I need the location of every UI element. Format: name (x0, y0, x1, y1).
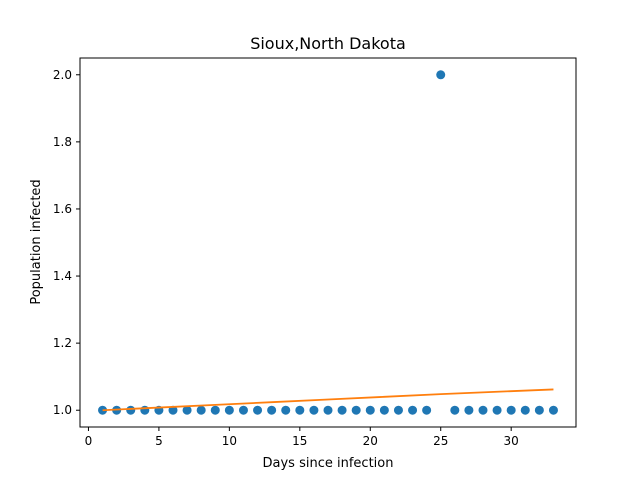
x-tick-label: 5 (155, 434, 163, 448)
data-point (126, 405, 136, 415)
data-point (323, 405, 333, 415)
y-tick-label: 1.6 (53, 202, 72, 216)
data-point (464, 405, 474, 415)
data-point (534, 405, 544, 415)
data-point (267, 405, 277, 415)
y-tick-label: 1.4 (53, 269, 72, 283)
x-tick-label: 15 (292, 434, 307, 448)
x-tick-label: 10 (222, 434, 237, 448)
data-point (182, 405, 192, 415)
data-point (140, 405, 150, 415)
x-axis-ticks: 0 5 10 15 20 25 30 (85, 427, 519, 448)
data-point (422, 405, 432, 415)
y-tick-label: 2.0 (53, 68, 72, 82)
data-point (548, 405, 558, 415)
data-point (351, 405, 361, 415)
chart-title: Sioux,North Dakota (250, 34, 406, 53)
data-point (450, 405, 460, 415)
x-tick-label: 0 (85, 434, 93, 448)
y-tick-label: 1.8 (53, 135, 72, 149)
data-point (238, 405, 248, 415)
data-point (436, 70, 446, 80)
data-point (337, 405, 347, 415)
data-point (492, 405, 502, 415)
data-point (408, 405, 418, 415)
data-point (196, 405, 206, 415)
data-point (210, 405, 220, 415)
data-point (506, 405, 516, 415)
y-axis-label: Population infected (29, 179, 44, 304)
data-point (393, 405, 403, 415)
x-tick-label: 20 (363, 434, 378, 448)
data-point (253, 405, 263, 415)
trend-line (102, 388, 554, 412)
x-tick-label: 25 (433, 434, 448, 448)
y-axis-ticks: 1.0 1.2 1.4 1.6 1.8 2.0 (53, 68, 80, 417)
x-axis-label: Days since infection (263, 456, 394, 471)
data-point (379, 405, 389, 415)
data-point (224, 405, 234, 415)
data-point (478, 405, 488, 415)
plot-area (98, 70, 558, 415)
data-point (309, 405, 319, 415)
data-point (365, 405, 375, 415)
data-point (281, 405, 291, 415)
plot-frame (79, 57, 577, 428)
data-point (295, 405, 305, 415)
data-point (168, 405, 178, 415)
y-tick-label: 1.0 (53, 403, 72, 417)
y-tick-label: 1.2 (53, 336, 72, 350)
x-tick-label: 30 (504, 434, 519, 448)
data-point (520, 405, 530, 415)
